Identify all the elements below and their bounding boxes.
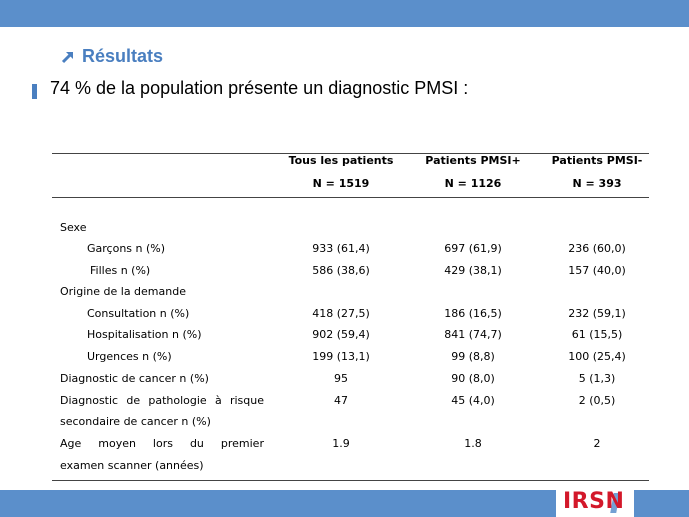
row-label-pathologie-line2: secondaire de cancer n (%) xyxy=(60,415,211,428)
cell-urgences-minus: 100 (25,4) xyxy=(568,350,626,363)
row-label-age-line1: Age moyen lors du premier xyxy=(60,437,264,450)
word: premier xyxy=(220,437,264,450)
cell-garcons-plus: 697 (61,9) xyxy=(444,242,502,255)
cell-hospitalisation-plus: 841 (74,7) xyxy=(444,328,502,341)
row-label-urgences: Urgences n (%) xyxy=(87,350,172,363)
cell-pathologie-plus: 45 (4,0) xyxy=(451,394,495,407)
row-label-origine: Origine de la demande xyxy=(60,285,186,298)
cell-pathologie-all: 47 xyxy=(334,394,348,407)
word: lors xyxy=(152,437,173,450)
top-band xyxy=(0,0,689,27)
col-n-pmsi-minus: N = 393 xyxy=(572,177,622,190)
col-header-all: Tous les patients xyxy=(288,154,394,167)
row-label-hospitalisation: Hospitalisation n (%) xyxy=(87,328,202,341)
cell-filles-minus: 157 (40,0) xyxy=(568,264,626,277)
table-top-rule xyxy=(52,153,649,154)
col-header-pmsi-plus: Patients PMSI+ xyxy=(425,154,521,167)
row-label-garcons: Garçons n (%) xyxy=(87,242,166,255)
title-row: Résultats xyxy=(60,46,163,67)
word: Age xyxy=(60,437,82,450)
cell-filles-all: 586 (38,6) xyxy=(312,264,370,277)
cell-age-plus: 1.8 xyxy=(464,437,482,450)
word: Diagnostic xyxy=(60,394,119,407)
cell-age-all: 1.9 xyxy=(332,437,350,450)
arrow-up-right-icon xyxy=(61,51,74,63)
word: moyen xyxy=(98,437,136,450)
table-header-rule xyxy=(52,197,649,198)
cell-urgences-all: 199 (13,1) xyxy=(312,350,370,363)
col-header-pmsi-minus: Patients PMSI- xyxy=(551,154,643,167)
irsn-logo: IRSN xyxy=(556,488,634,517)
word: risque xyxy=(229,394,264,407)
cell-hospitalisation-all: 902 (59,4) xyxy=(312,328,370,341)
row-label-sexe: Sexe xyxy=(60,221,87,234)
cell-age-minus: 2 xyxy=(593,437,601,450)
page-title: Résultats xyxy=(82,46,164,66)
cell-urgences-plus: 99 (8,8) xyxy=(451,350,495,363)
logo-text: IRSN xyxy=(563,489,625,514)
bullet-marker xyxy=(32,84,37,99)
cell-diag-cancer-all: 95 xyxy=(334,372,348,385)
cell-consultation-minus: 232 (59,1) xyxy=(568,307,626,320)
cell-consultation-plus: 186 (16,5) xyxy=(444,307,502,320)
word: du xyxy=(189,437,204,450)
cell-hospitalisation-minus: 61 (15,5) xyxy=(571,328,623,341)
cell-diag-cancer-minus: 5 (1,3) xyxy=(578,372,616,385)
row-label-age-line2: examen scanner (années) xyxy=(60,459,204,472)
cell-garcons-minus: 236 (60,0) xyxy=(568,242,626,255)
subtitle: 74 % de la population présente un diagno… xyxy=(50,78,469,98)
cell-diag-cancer-plus: 90 (8,0) xyxy=(451,372,495,385)
col-n-pmsi-plus: N = 1126 xyxy=(444,177,502,190)
word: pathologie xyxy=(148,394,207,407)
cell-consultation-all: 418 (27,5) xyxy=(312,307,370,320)
cell-pathologie-minus: 2 (0,5) xyxy=(578,394,616,407)
word: à xyxy=(214,394,222,407)
table-bottom-rule xyxy=(52,480,649,481)
row-label-pathologie-line1: Diagnostic de pathologie à risque xyxy=(60,394,264,407)
word: de xyxy=(126,394,141,407)
cell-garcons-all: 933 (61,4) xyxy=(312,242,370,255)
col-n-all: N = 1519 xyxy=(312,177,370,190)
row-label-consultation: Consultation n (%) xyxy=(87,307,190,320)
row-label-filles: Filles n (%) xyxy=(90,264,151,277)
row-label-diag-cancer: Diagnostic de cancer n (%) xyxy=(60,372,209,385)
cell-filles-plus: 429 (38,1) xyxy=(444,264,502,277)
